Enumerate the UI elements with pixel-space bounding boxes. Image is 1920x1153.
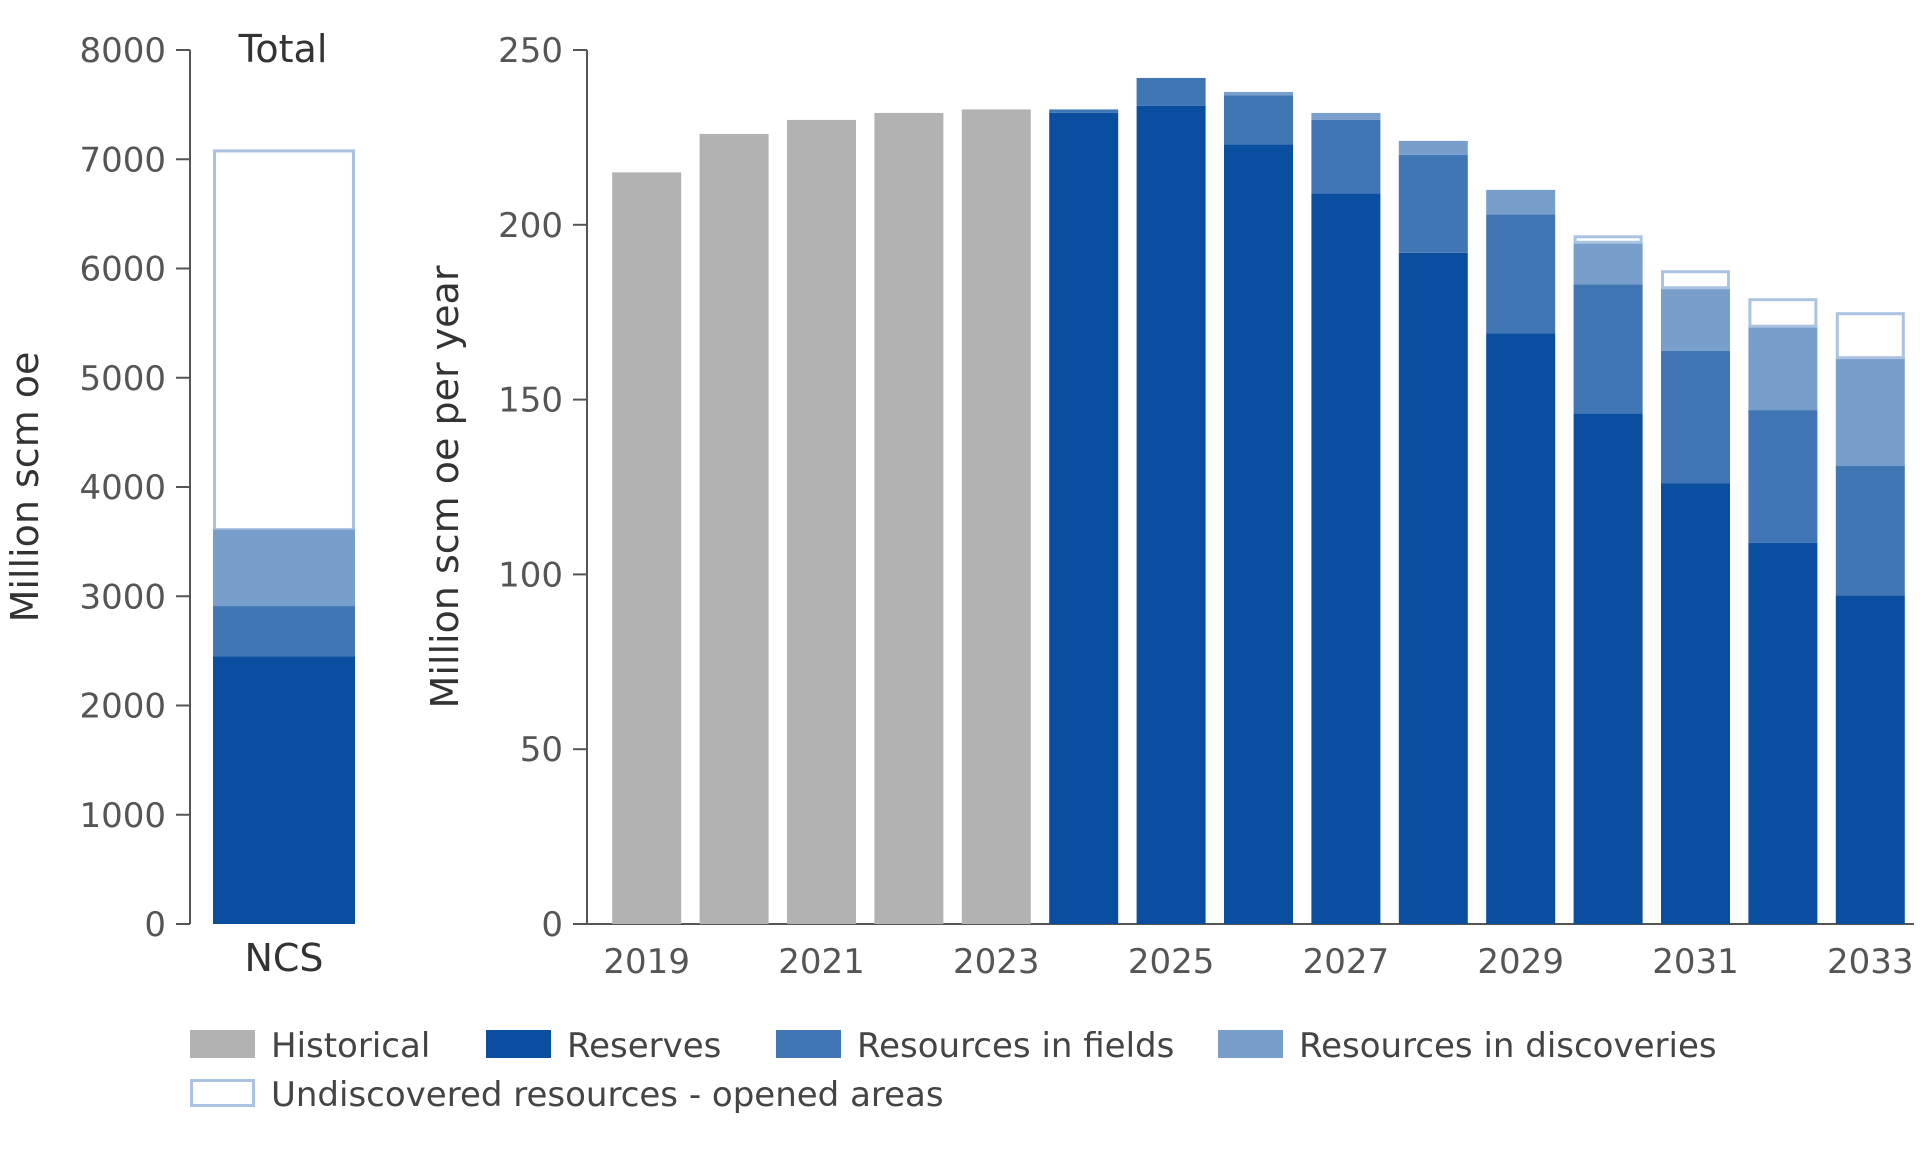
legend-item-undiscovered-resources-opened-areas: Undiscovered resources - opened areas xyxy=(190,1075,944,1115)
legend: Historical Reserves Resources in fields Res… xyxy=(190,1026,1717,1115)
bar-resources-in-discoveries-2030 xyxy=(1573,242,1643,285)
bar-undiscovered-resources-opened-areas-2032 xyxy=(1748,298,1818,328)
bar-resources-in-fields-2024 xyxy=(1049,109,1119,113)
y-tick-label: 100 xyxy=(498,555,563,595)
bar-resources-in-fields-2033 xyxy=(1835,466,1905,596)
x-tick-label: 2027 xyxy=(1303,942,1390,982)
bar-resources-in-fields-2026 xyxy=(1224,95,1293,145)
x-tick-label: 2025 xyxy=(1128,942,1215,982)
bar-resources-in-discoveries-2032 xyxy=(1748,326,1818,411)
y-tick-label: 200 xyxy=(498,206,563,246)
bar-resources-in-discoveries-2027 xyxy=(1311,112,1381,120)
y-axis-title: Million scm oe per year xyxy=(423,265,467,708)
bar-undiscovered-resources-opened-areas-ncs xyxy=(213,149,355,532)
bar-resources-in-discoveries-2026 xyxy=(1224,91,1293,96)
bar-historical-2019 xyxy=(612,172,682,925)
y-tick-label: 2000 xyxy=(79,687,166,727)
legend-swatch xyxy=(1218,1030,1283,1058)
legend-label: Resources in fields xyxy=(857,1026,1174,1066)
x-tick-label: 2033 xyxy=(1827,942,1914,982)
legend-label: Reserves xyxy=(567,1026,721,1066)
y-tick-label: 0 xyxy=(541,905,563,945)
bar-historical-2023 xyxy=(961,109,1031,924)
legend-swatch xyxy=(190,1079,255,1107)
bar-reserves-2025 xyxy=(1136,105,1206,925)
y-tick-label: 1000 xyxy=(79,796,166,836)
bar-resources-in-discoveries-2033 xyxy=(1835,357,1905,467)
y-axis-title: Million scm oe xyxy=(3,352,47,623)
bar-resources-in-fields-2027 xyxy=(1311,119,1381,194)
bar-resources-in-fields-2031 xyxy=(1661,350,1730,484)
y-tick-label: 250 xyxy=(498,31,563,71)
bar-resources-in-fields-2025 xyxy=(1136,77,1206,106)
legend-swatch xyxy=(190,1030,255,1058)
x-tick-label: 2019 xyxy=(603,942,690,982)
bar-reserves-2030 xyxy=(1573,413,1643,924)
panel-title: Total xyxy=(238,27,328,71)
legend-item-resources-in-discoveries: Resources in discoveries xyxy=(1218,1026,1717,1066)
bar-resources-in-fields-2032 xyxy=(1748,410,1818,543)
bar-historical-2021 xyxy=(787,119,856,925)
bar-historical-2022 xyxy=(874,112,944,925)
x-tick-label: 2029 xyxy=(1477,942,1564,982)
legend-item-historical: Historical xyxy=(190,1026,430,1066)
legend-swatch xyxy=(486,1030,551,1058)
bar-resources-in-fields-2029 xyxy=(1486,214,1556,334)
total-panel: 0 1000 2000 3000 4000 5000 6000 7000 8000 Million… xyxy=(3,27,355,980)
x-tick-label: 2023 xyxy=(953,942,1040,982)
legend-item-reserves: Reserves xyxy=(486,1026,721,1066)
x-tick-label: 2031 xyxy=(1652,942,1739,982)
y-tick-label: 4000 xyxy=(79,468,166,508)
bar-reserves-2024 xyxy=(1049,112,1119,925)
bar-resources-in-discoveries-2029 xyxy=(1486,189,1556,215)
y-tick-label: 3000 xyxy=(79,577,166,617)
x-tick-label: NCS xyxy=(244,936,323,980)
bar-reserves-2026 xyxy=(1224,144,1293,925)
bar-reserves-2029 xyxy=(1486,333,1556,924)
annual-panel: 0 50 100 150 200 250 Million scm oe per year 20… xyxy=(423,31,1914,982)
bar-historical-2020 xyxy=(699,133,769,925)
y-tick-label: 50 xyxy=(520,730,563,770)
bar-reserves-2028 xyxy=(1398,252,1468,924)
legend-label: Undiscovered resources - opened areas xyxy=(271,1075,944,1115)
y-tick-label: 5000 xyxy=(79,359,166,399)
y-tick-label: 8000 xyxy=(79,31,166,71)
y-tick-label: 0 xyxy=(144,905,166,945)
bar-resources-in-discoveries-2028 xyxy=(1398,140,1468,155)
bar-resources-in-fields-2028 xyxy=(1398,154,1468,253)
legend-item-resources-in-fields: Resources in fields xyxy=(776,1026,1174,1066)
bar-resources-in-fields-2030 xyxy=(1573,284,1643,414)
legend-label: Resources in discoveries xyxy=(1299,1026,1717,1066)
y-tick-label: 150 xyxy=(498,381,563,421)
bar-resources-in-fields-ncs xyxy=(213,606,355,657)
bar-undiscovered-resources-opened-areas-2033 xyxy=(1835,312,1905,360)
bar-undiscovered-resources-opened-areas-2031 xyxy=(1661,270,1730,290)
bar-resources-in-discoveries-ncs xyxy=(213,529,355,607)
y-tick-label: 6000 xyxy=(79,250,166,290)
bar-reserves-2031 xyxy=(1661,483,1730,924)
y-tick-label: 7000 xyxy=(79,140,166,180)
bar-reserves-2027 xyxy=(1311,193,1381,924)
bar-reserves-ncs xyxy=(213,656,355,924)
x-tick-label: 2021 xyxy=(778,942,865,982)
legend-swatch xyxy=(776,1030,841,1058)
bar-reserves-2032 xyxy=(1748,542,1818,924)
bar-reserves-2033 xyxy=(1835,595,1905,924)
bar-resources-in-discoveries-2031 xyxy=(1661,287,1730,351)
bar-undiscovered-resources-opened-areas-2030 xyxy=(1573,235,1643,244)
legend-label: Historical xyxy=(271,1026,430,1066)
